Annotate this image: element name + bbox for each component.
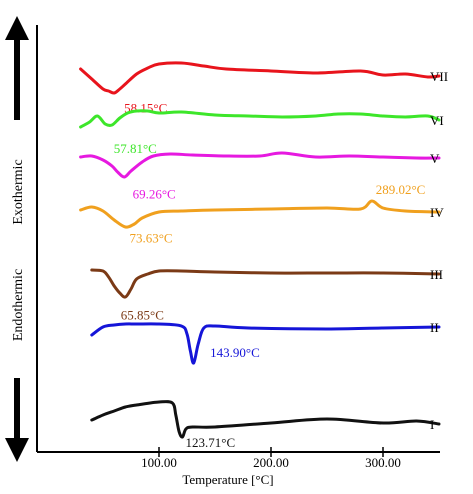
peak-label-III: 65.85°C bbox=[121, 308, 164, 323]
series-line-I bbox=[90, 400, 441, 439]
series-line-IV bbox=[79, 199, 441, 229]
series-group: VII58.15°CVI57.81°CV69.26°CIV73.63°C289.… bbox=[79, 61, 448, 450]
series-line-VI bbox=[79, 109, 441, 129]
series-label-VII: VII bbox=[430, 69, 448, 84]
x-axis-label: Temperature [°C] bbox=[182, 472, 273, 487]
series-line-V bbox=[79, 151, 441, 179]
exothermic-label: Exothermic bbox=[11, 159, 26, 224]
x-tick-label-0: 100.00 bbox=[141, 455, 177, 470]
series-label-IV: IV bbox=[430, 205, 444, 220]
series-line-III bbox=[90, 268, 441, 299]
series-label-VI: VI bbox=[430, 113, 444, 128]
peak-label-VI: 57.81°C bbox=[114, 141, 157, 156]
x-tick-label-2: 300.00 bbox=[365, 455, 401, 470]
peak-label-I: 123.71°C bbox=[186, 435, 236, 450]
x-ticks: 100.00 200.00 300.00 bbox=[141, 447, 401, 470]
series-label-III: III bbox=[430, 267, 443, 282]
x-tick-label-1: 200.00 bbox=[253, 455, 289, 470]
series-line-VII bbox=[79, 61, 441, 95]
series-line-II bbox=[90, 322, 441, 365]
peak-label-IV: 73.63°C bbox=[129, 231, 172, 246]
series-label-V: V bbox=[430, 151, 440, 166]
peak-label-II: 143.90°C bbox=[210, 345, 260, 360]
peak-label-IV-2: 289.02°C bbox=[376, 182, 426, 197]
series-label-II: II bbox=[430, 320, 439, 335]
series-label-I: I bbox=[430, 417, 434, 432]
peak-label-V: 69.26°C bbox=[133, 187, 176, 202]
endothermic-label: Endothermic bbox=[11, 269, 26, 341]
